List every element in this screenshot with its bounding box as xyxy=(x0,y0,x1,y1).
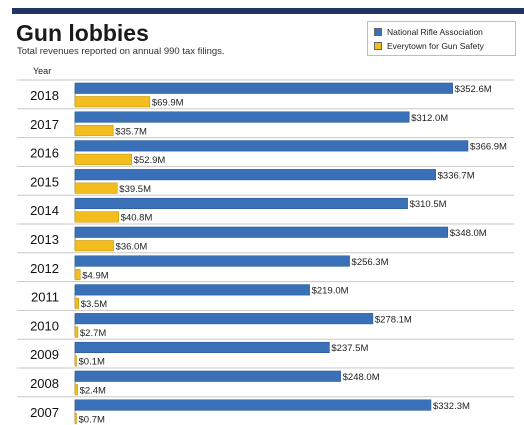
data-label-national-rifle-association-2014: $310.5M xyxy=(410,199,447,210)
legend-label-everytown: Everytown for Gun Safety xyxy=(387,41,484,51)
bar-everytown-for-gun-safety-2017 xyxy=(74,125,114,137)
data-label-national-rifle-association-2011: $219.0M xyxy=(312,286,349,297)
bar-national-rifle-association-2014 xyxy=(74,197,408,209)
bar-everytown-for-gun-safety-2012 xyxy=(74,268,81,281)
data-label-national-rifle-association-2016: $366.9M xyxy=(470,142,507,153)
year-label-2012: 2012 xyxy=(30,261,59,276)
data-label-everytown-for-gun-safety-2008: $2.4M xyxy=(80,386,106,397)
legend-item-everytown: Everytown for Gun Safety xyxy=(374,40,484,52)
top-accent-bar xyxy=(12,8,524,14)
bar-national-rifle-association-2008 xyxy=(74,370,341,382)
data-label-national-rifle-association-2007: $332.3M xyxy=(433,401,470,412)
data-label-everytown-for-gun-safety-2010: $2.7M xyxy=(80,328,106,339)
bar-everytown-for-gun-safety-2009 xyxy=(74,355,77,367)
bar-everytown-for-gun-safety-2016 xyxy=(74,153,132,165)
bar-national-rifle-association-2018 xyxy=(74,82,453,94)
year-label-2014: 2014 xyxy=(30,203,59,218)
bar-national-rifle-association-2010 xyxy=(74,313,374,325)
data-label-national-rifle-association-2008: $248.0M xyxy=(343,372,380,383)
bar-everytown-for-gun-safety-2013 xyxy=(74,240,114,252)
chart-legend: National Rifle Association Everytown for… xyxy=(367,21,516,56)
data-label-everytown-for-gun-safety-2007: $0.7M xyxy=(79,414,105,425)
year-label-2009: 2009 xyxy=(30,347,59,362)
year-label-2008: 2008 xyxy=(30,376,59,391)
legend-label-nra: National Rifle Association xyxy=(387,27,483,37)
bar-national-rifle-association-2013 xyxy=(74,226,449,238)
data-label-everytown-for-gun-safety-2013: $36.0M xyxy=(116,242,148,253)
data-label-everytown-for-gun-safety-2016: $52.9M xyxy=(134,155,166,166)
legend-item-nra: National Rifle Association xyxy=(374,26,483,38)
year-column-header: Year xyxy=(33,66,52,76)
bar-national-rifle-association-2012 xyxy=(74,255,350,267)
year-label-2016: 2016 xyxy=(30,146,59,161)
data-label-everytown-for-gun-safety-2017: $35.7M xyxy=(115,126,147,137)
data-label-everytown-for-gun-safety-2018: $69.9M xyxy=(152,98,184,109)
data-label-everytown-for-gun-safety-2015: $39.5M xyxy=(119,184,151,195)
data-label-national-rifle-association-2012: $256.3M xyxy=(352,257,389,268)
data-label-everytown-for-gun-safety-2009: $0.1M xyxy=(79,357,105,368)
year-label-2010: 2010 xyxy=(30,318,59,333)
data-label-national-rifle-association-2010: $278.1M xyxy=(375,314,412,325)
bar-national-rifle-association-2009 xyxy=(74,341,330,354)
data-label-national-rifle-association-2018: $352.6M xyxy=(455,84,492,95)
bar-everytown-for-gun-safety-2018 xyxy=(74,96,151,108)
data-label-national-rifle-association-2013: $348.0M xyxy=(450,228,487,239)
data-label-national-rifle-association-2009: $237.5M xyxy=(331,343,368,354)
year-label-2015: 2015 xyxy=(30,174,59,189)
data-label-everytown-for-gun-safety-2012: $4.9M xyxy=(82,270,108,281)
legend-swatch-nra xyxy=(374,28,382,36)
year-label-2017: 2017 xyxy=(30,117,59,132)
bar-national-rifle-association-2011 xyxy=(74,284,310,296)
year-label-2018: 2018 xyxy=(30,88,59,103)
data-label-everytown-for-gun-safety-2014: $40.8M xyxy=(121,213,153,224)
bar-everytown-for-gun-safety-2007 xyxy=(74,412,77,425)
bar-national-rifle-association-2007 xyxy=(74,399,432,411)
data-label-national-rifle-association-2017: $312.0M xyxy=(411,113,448,124)
chart-subtitle: Total revenues reported on annual 990 ta… xyxy=(17,46,225,57)
data-label-national-rifle-association-2015: $336.7M xyxy=(438,170,475,181)
year-label-2007: 2007 xyxy=(30,405,59,420)
bar-national-rifle-association-2015 xyxy=(74,169,436,181)
bar-national-rifle-association-2016 xyxy=(74,140,469,152)
data-label-everytown-for-gun-safety-2011: $3.5M xyxy=(81,299,107,310)
legend-swatch-everytown xyxy=(374,42,382,50)
bar-everytown-for-gun-safety-2014 xyxy=(74,211,120,223)
bar-everytown-for-gun-safety-2015 xyxy=(74,182,118,194)
year-label-2011: 2011 xyxy=(31,290,59,305)
bar-everytown-for-gun-safety-2011 xyxy=(74,297,80,309)
year-label-2013: 2013 xyxy=(30,232,59,247)
chart-title: Gun lobbies xyxy=(16,20,149,46)
bar-national-rifle-association-2017 xyxy=(74,111,410,123)
bar-everytown-for-gun-safety-2010 xyxy=(74,326,79,338)
bar-everytown-for-gun-safety-2008 xyxy=(74,384,78,396)
